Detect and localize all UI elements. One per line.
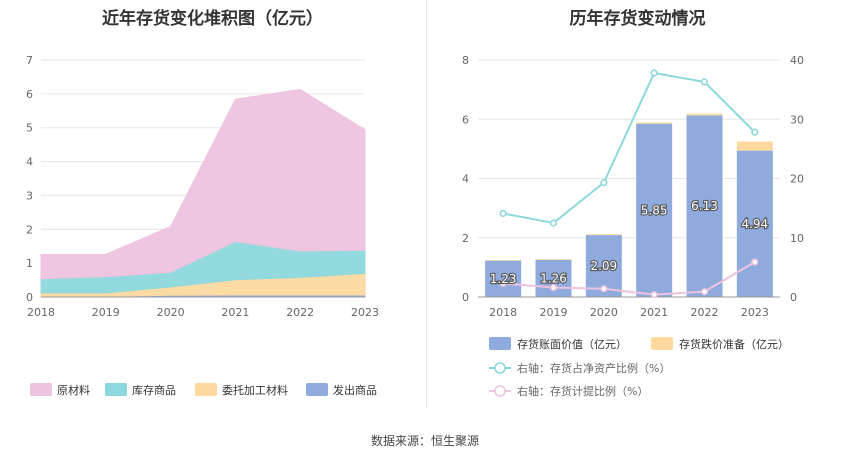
legend-label: 右轴：存货计提比例（%）: [517, 384, 648, 398]
line-point: [549, 219, 558, 227]
legend-swatch: [30, 383, 52, 396]
bar-存货账面价值（亿元）: [736, 150, 773, 297]
line-point: [499, 209, 507, 218]
y2-tick-label: 0: [790, 291, 797, 304]
line-point: [600, 285, 608, 293]
bar-value-label: 5.85: [641, 203, 668, 217]
y-tick-label: 2: [462, 232, 469, 245]
bar-存货跌价准备（亿元）: [686, 113, 723, 116]
inventory-bar-line-chart: 0 2 4 6 8 0 10 20 30 40 2018 2019 2020 2021 2022 2023 1.…: [462, 54, 804, 398]
legend-label: 库存商品: [132, 383, 176, 397]
legend-label: 存货跌价准备（亿元）: [679, 337, 789, 351]
legend-marker: [494, 362, 506, 374]
line-point: [549, 283, 558, 292]
bar-value-label: 1.23: [490, 272, 517, 286]
legend-label: 存货账面价值（亿元）: [517, 337, 627, 351]
data-source: 数据来源：恒生聚源: [370, 434, 479, 448]
x-tick-label: 2018: [27, 306, 55, 319]
bar-value-label: 6.13: [691, 199, 718, 213]
stacked-area-chart: 0 1 2 3 4 5 6 7 2018 2019 2020 2021 2022 2023 原材料 库存商品 委…: [26, 54, 379, 397]
y-tick-label: 0: [462, 291, 469, 304]
y-tick-label: 0: [26, 291, 33, 304]
line-point: [700, 78, 709, 86]
line-point: [650, 69, 658, 77]
bar-存货跌价准备（亿元）: [636, 122, 673, 124]
y2-tick-label: 10: [790, 232, 804, 245]
y-tick-label: 6: [26, 88, 33, 101]
x-tick-label: 2020: [157, 306, 185, 319]
line-右轴：存货计提比例（%）: [503, 261, 756, 296]
line-point: [650, 291, 658, 299]
bar-存货跌价准备（亿元）: [585, 234, 622, 236]
y-tick-label: 8: [462, 54, 469, 67]
legend-swatch: [306, 383, 328, 396]
y-tick-label: 3: [26, 189, 33, 202]
legend-swatch: [105, 383, 127, 396]
x-tick-label: 2018: [489, 306, 517, 319]
y-tick-label: 5: [26, 122, 33, 135]
legend-label: 右轴：存货占净资产比例（%）: [517, 361, 670, 375]
x-tick-label: 2019: [540, 306, 568, 319]
legend-swatch: [651, 337, 673, 350]
y-tick-label: 2: [26, 223, 33, 236]
bar-value-label: 2.09: [590, 259, 617, 273]
area-原材料: [40, 88, 366, 280]
x-tick-label: 2019: [92, 306, 120, 319]
y-tick-label: 4: [26, 156, 33, 169]
line-右轴：存货占净资产比例（%）: [502, 71, 756, 225]
bar-value-label: 4.94: [741, 217, 768, 231]
y2-tick-label: 40: [790, 54, 804, 67]
legend-label: 发出商品: [333, 383, 377, 397]
bar-value-label: 1.26: [540, 271, 567, 285]
panel-divider: [426, 0, 427, 408]
left-chart-title: 近年存货变化堆积图（亿元）: [102, 9, 323, 29]
legend-swatch: [195, 383, 217, 396]
bar-存货账面价值（亿元）: [485, 260, 522, 297]
x-tick-label: 2023: [741, 306, 769, 319]
x-tick-label: 2023: [351, 306, 379, 319]
legend-swatch: [489, 337, 511, 350]
y-tick-label: 1: [26, 257, 33, 270]
y-tick-label: 6: [462, 113, 469, 126]
y2-tick-label: 20: [790, 173, 804, 186]
line-point: [751, 128, 759, 136]
legend-marker: [494, 385, 506, 397]
line-point: [700, 288, 709, 296]
bar-存货跌价准备（亿元）: [736, 141, 773, 151]
bar-存货跌价准备（亿元）: [485, 259, 522, 261]
legend-label: 原材料: [57, 383, 90, 397]
right-chart-title: 历年存货变动情况: [569, 9, 706, 29]
x-tick-label: 2020: [590, 306, 618, 319]
y-tick-label: 4: [462, 173, 469, 186]
line-point: [600, 179, 608, 187]
y-tick-label: 7: [26, 54, 33, 67]
bar-存货跌价准备（亿元）: [535, 259, 572, 260]
bar-存货账面价值（亿元）: [636, 123, 673, 297]
x-tick-label: 2022: [286, 306, 314, 319]
line-point: [751, 258, 759, 266]
x-tick-label: 2022: [691, 306, 719, 319]
x-tick-label: 2021: [640, 306, 668, 319]
y2-tick-label: 30: [790, 113, 804, 126]
x-tick-label: 2021: [221, 306, 249, 319]
legend-label: 委托加工材料: [222, 383, 288, 397]
bar-存货账面价值（亿元）: [686, 115, 723, 298]
line-point: [499, 279, 507, 287]
